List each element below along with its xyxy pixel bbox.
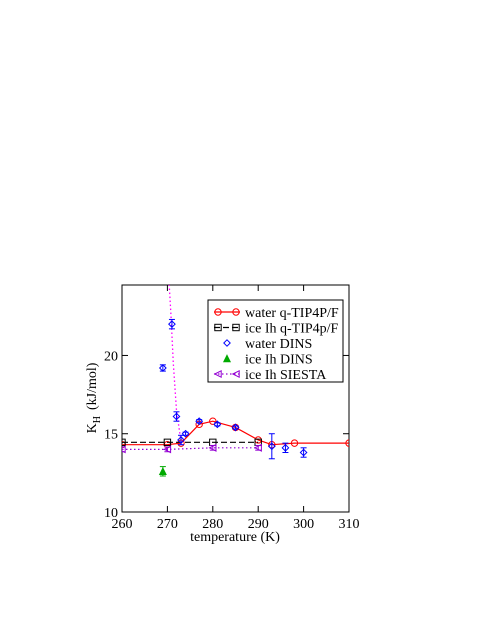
- error-bar: [159, 364, 166, 372]
- marker: [253, 443, 262, 452]
- x-tick-label: 310: [339, 517, 360, 532]
- legend-box: [207, 299, 344, 383]
- legend-label: ice Ih DINS: [245, 353, 313, 368]
- legend-label: water q-TIP4P/F: [245, 306, 339, 321]
- marker: [172, 412, 181, 421]
- error-bar: [268, 433, 275, 460]
- marker: [209, 417, 217, 425]
- y-axis-label: KH (kJ/mol): [85, 362, 103, 433]
- marker: [158, 364, 167, 372]
- y-label-sub: H: [92, 416, 103, 423]
- marker: [177, 436, 185, 444]
- y-tick-label: 15: [104, 428, 118, 443]
- marker: [267, 442, 276, 451]
- marker: [214, 308, 222, 316]
- marker: [181, 429, 190, 438]
- marker: [122, 438, 126, 447]
- legend-label: ice Ih SIESTA: [245, 368, 327, 383]
- marker: [213, 369, 222, 379]
- marker: [222, 354, 232, 363]
- marker: [232, 323, 240, 332]
- fit-curve: [168, 285, 182, 442]
- marker: [163, 438, 172, 447]
- marker: [168, 320, 176, 329]
- marker: [213, 420, 222, 429]
- marker: [290, 439, 299, 447]
- legend-label: water DINS: [245, 337, 312, 352]
- x-tick-label: 270: [157, 517, 178, 532]
- marker: [158, 466, 167, 475]
- marker: [195, 417, 204, 426]
- x-tick-label: 290: [248, 517, 269, 532]
- marker: [208, 443, 217, 452]
- y-label-unit: (kJ/mol): [85, 362, 100, 410]
- marker: [281, 443, 290, 452]
- marker: [223, 339, 231, 347]
- marker: [163, 445, 172, 454]
- x-tick-label: 280: [202, 517, 223, 532]
- marker: [122, 445, 126, 454]
- x-tick-label: 260: [112, 517, 133, 532]
- marker: [299, 448, 308, 457]
- series-line: [122, 420, 349, 446]
- y-label-main: K: [85, 423, 100, 433]
- legend-label: ice Ih q-TIP4p/F: [245, 322, 339, 337]
- marker: [345, 439, 349, 447]
- plot-frame: [121, 284, 350, 513]
- plot-area: [122, 285, 349, 477]
- y-tick-label: 20: [104, 349, 118, 364]
- marker: [232, 308, 240, 316]
- x-tick-label: 300: [293, 517, 314, 532]
- x-axis-label: temperature (K): [190, 530, 280, 545]
- marker: [231, 423, 240, 432]
- marker: [231, 369, 240, 379]
- y-axis-label-text: KH (kJ/mol): [85, 362, 103, 433]
- y-tick-label: 10: [104, 506, 118, 521]
- series-line: [122, 447, 259, 450]
- marker: [214, 323, 222, 332]
